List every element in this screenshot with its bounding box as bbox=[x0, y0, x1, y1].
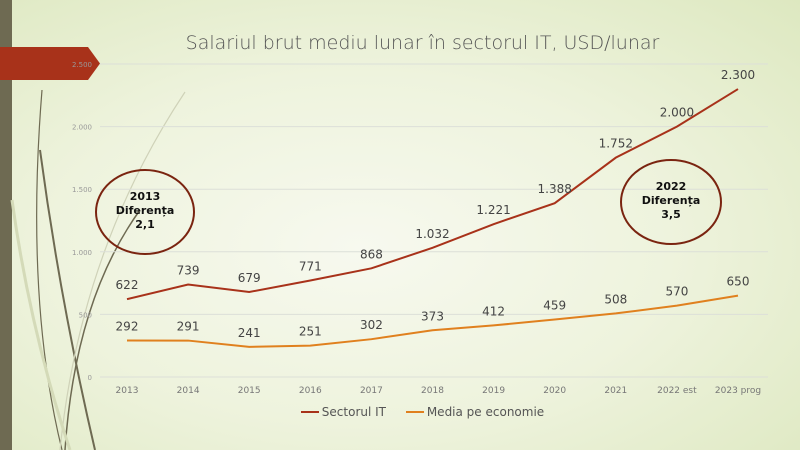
decorative-curves bbox=[10, 89, 186, 450]
title-banner-arrow bbox=[0, 47, 100, 80]
data-label: 771 bbox=[299, 259, 322, 273]
data-label: 292 bbox=[116, 319, 139, 333]
data-label: 302 bbox=[360, 318, 383, 332]
data-label: 241 bbox=[238, 326, 261, 340]
annotation-text: Diferența bbox=[642, 194, 701, 207]
annotation-ellipse bbox=[95, 169, 195, 255]
annotation-text: 2,1 bbox=[135, 218, 155, 231]
data-label: 2.300 bbox=[721, 68, 755, 82]
x-tick-label: 2014 bbox=[177, 386, 200, 396]
data-label: 739 bbox=[177, 263, 200, 277]
x-tick-label: 2018 bbox=[421, 386, 444, 396]
y-tick-label: 2.500 bbox=[72, 61, 92, 69]
annotation-text: 3,5 bbox=[661, 208, 681, 221]
data-label: 459 bbox=[543, 299, 566, 313]
legend-label: Sectorul IT bbox=[321, 405, 386, 419]
annotation-text: 2013 bbox=[130, 190, 161, 203]
data-label: 1.221 bbox=[476, 203, 510, 217]
annotation-ellipse bbox=[620, 159, 722, 245]
data-label: 508 bbox=[604, 292, 627, 306]
y-tick-label: 0 bbox=[88, 374, 92, 382]
data-label: 622 bbox=[116, 278, 139, 292]
data-label: 1.388 bbox=[538, 182, 572, 196]
y-tick-label: 1.500 bbox=[72, 186, 92, 194]
data-label: 2.000 bbox=[660, 106, 694, 120]
x-tick-label: 2021 bbox=[604, 386, 627, 396]
data-label: 570 bbox=[665, 285, 688, 299]
data-label: 650 bbox=[727, 275, 750, 289]
chart-title: Salariul brut mediu lunar în sectorul IT… bbox=[185, 32, 660, 54]
annotation-text: Diferența bbox=[116, 204, 175, 217]
x-tick-label: 2023 prog bbox=[715, 386, 761, 396]
data-label: 373 bbox=[421, 309, 444, 323]
x-tick-label: 2015 bbox=[238, 386, 261, 396]
annotation-text: 2022 bbox=[656, 180, 687, 193]
y-tick-label: 2.000 bbox=[72, 124, 92, 132]
legend-item-it: Sectorul IT bbox=[300, 405, 386, 419]
x-tick-label: 2020 bbox=[543, 386, 566, 396]
x-tick-label: 2022 est bbox=[657, 386, 697, 396]
data-label: 679 bbox=[238, 271, 261, 285]
data-label: 1.752 bbox=[599, 137, 633, 151]
series-line-0 bbox=[126, 88, 739, 301]
legend-item-economie: Media pe economie bbox=[405, 405, 545, 419]
y-tick-label: 1.000 bbox=[72, 249, 92, 257]
legend-label: Media pe economie bbox=[426, 405, 545, 419]
data-label: 412 bbox=[482, 304, 505, 318]
legend: Sectorul IT Media pe economie bbox=[0, 402, 800, 419]
legend-swatch bbox=[300, 411, 319, 413]
data-label: 1.032 bbox=[415, 227, 449, 241]
series-line-1 bbox=[126, 294, 739, 348]
x-tick-label: 2019 bbox=[482, 386, 505, 396]
data-label: 291 bbox=[177, 320, 200, 334]
x-tick-label: 2017 bbox=[360, 386, 383, 396]
data-label: 868 bbox=[360, 247, 383, 261]
left-decor-bar bbox=[0, 0, 12, 450]
x-tick-label: 2013 bbox=[116, 386, 139, 396]
legend-swatch bbox=[405, 411, 424, 413]
y-tick-label: 500 bbox=[79, 311, 92, 319]
x-tick-label: 2016 bbox=[299, 386, 322, 396]
data-label: 251 bbox=[299, 325, 322, 339]
